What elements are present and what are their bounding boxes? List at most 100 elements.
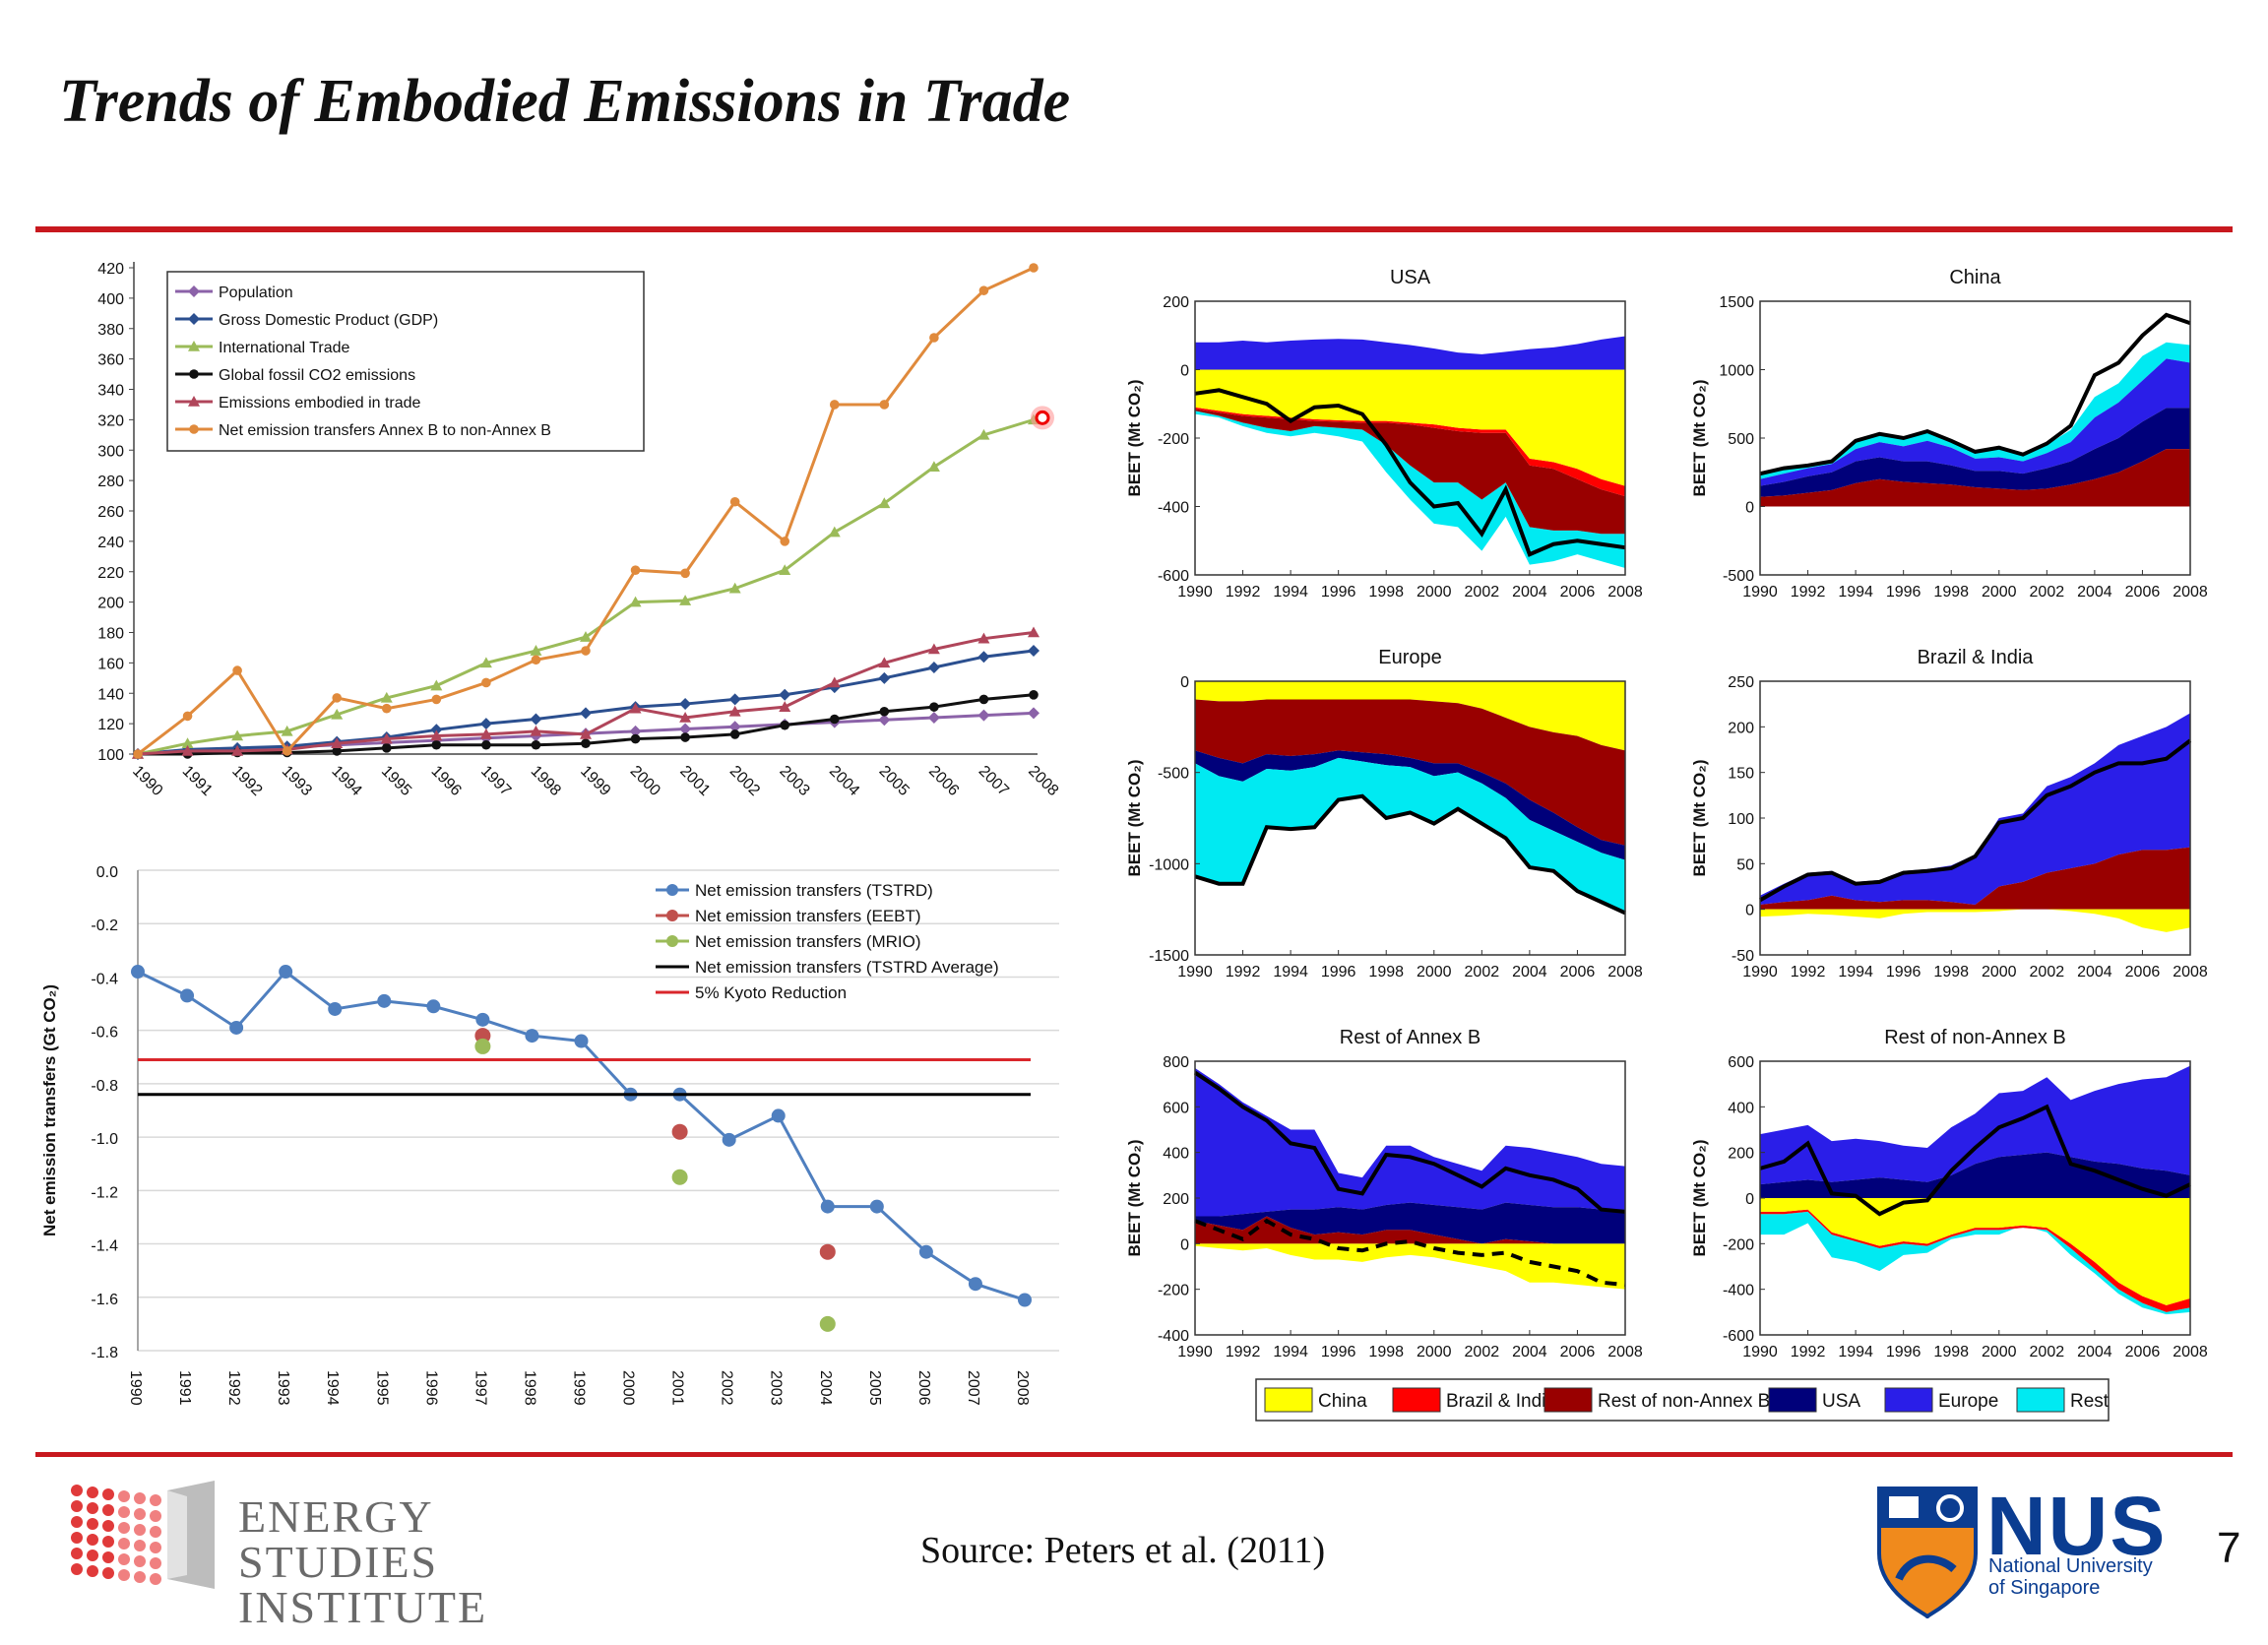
beet-rest-non-annex-b-chart: Rest of non-Annex B -600 -400 -200 0 200 400 60… — [1690, 1027, 2208, 1360]
data-point — [181, 737, 194, 748]
esi-logo-dot — [71, 1485, 83, 1496]
y-tick-label: 200 — [97, 596, 124, 612]
legend-label: Net emission transfers (TSTRD Average) — [695, 958, 999, 977]
y-tick-label: -1.2 — [91, 1184, 118, 1201]
data-point — [479, 718, 492, 730]
x-tick-label: 1990 — [127, 1370, 144, 1406]
x-tick-label: 2006 — [1560, 1344, 1596, 1360]
panel-title: Rest of Annex B — [1340, 1027, 1480, 1048]
y-tick-label: 120 — [97, 717, 124, 733]
x-tick-label: 2005 — [876, 763, 913, 799]
data-point — [630, 733, 641, 744]
area-band — [1195, 369, 1625, 486]
y-tick-label: 380 — [97, 322, 124, 339]
beet-europe-chart: Europe -1500 -1000 -500 0 1990 1992 1994 1996 199… — [1125, 647, 1643, 981]
x-tick-label: 1992 — [1791, 1344, 1826, 1360]
x-tick-label: 2004 — [1512, 964, 1547, 981]
x-tick-label: 2000 — [1417, 1344, 1452, 1360]
y-tick-label: 160 — [97, 656, 124, 672]
nus-crest-icon — [1877, 1487, 1978, 1618]
data-point — [332, 746, 343, 756]
data-point — [282, 746, 292, 756]
x-tick-label: 2008 — [1014, 1370, 1031, 1406]
area-band — [1760, 1065, 2190, 1185]
data-point — [878, 671, 891, 684]
x-tick-label: 1994 — [1838, 964, 1873, 981]
y-tick-label: 200 — [1728, 1146, 1754, 1163]
x-tick-label: 1992 — [1226, 964, 1261, 981]
esi-logo-dot — [150, 1510, 161, 1522]
data-point — [869, 1199, 884, 1214]
x-tick-label: 2000 — [1417, 964, 1452, 981]
index-legend-box — [166, 271, 645, 452]
y-tick-label: -0.4 — [91, 971, 118, 987]
y-tick-label: 320 — [97, 412, 124, 429]
data-point — [1029, 689, 1039, 700]
y-tick-label: 180 — [97, 626, 124, 643]
data-point — [574, 1034, 589, 1048]
y-tick-label: 360 — [97, 352, 124, 369]
data-point — [630, 565, 641, 576]
net-line — [1759, 1104, 2191, 1217]
y-tick-label: -1.4 — [91, 1238, 118, 1255]
esi-logo-dot — [118, 1569, 130, 1581]
esi-logo-dot — [134, 1540, 146, 1551]
source-citation: Source: Peters et al. (2011) — [920, 1530, 1326, 1571]
area-band — [1760, 1198, 2190, 1305]
x-tick-label: 2006 — [2125, 584, 2161, 601]
legend-label: Global fossil CO2 emissions — [219, 367, 415, 384]
x-tick-label: 1996 — [422, 1370, 439, 1406]
y-tick-label: -1.6 — [91, 1292, 118, 1308]
data-point — [977, 632, 990, 644]
data-point — [629, 702, 642, 714]
x-tick-label: 2002 — [1465, 1344, 1500, 1360]
nus-logo-subtitle: National University of Singapore — [1988, 1555, 2153, 1599]
y-tick-label: -1.8 — [91, 1345, 118, 1361]
data-point — [728, 693, 741, 706]
series-line — [137, 969, 1026, 1301]
y-tick-label: -50 — [1732, 948, 1754, 965]
legend-label: Rest of Annex B — [2070, 1391, 2111, 1412]
x-tick-label: 1996 — [1321, 964, 1356, 981]
y-tick-label: 200 — [1163, 294, 1189, 311]
y-tick-label: 100 — [1728, 811, 1754, 828]
panel-title: Europe — [1378, 647, 1442, 668]
data-point — [430, 679, 443, 691]
area-band — [1760, 449, 2190, 507]
bottom-red-rule — [35, 1452, 2233, 1457]
data-point — [581, 646, 591, 656]
beet-legend: China Brazil & India Rest of non-Annex B US… — [1255, 1378, 2111, 1422]
y-axis-title: BEET (Mt CO₂) — [1125, 380, 1144, 497]
data-point — [181, 744, 194, 756]
esi-logo-dot — [71, 1548, 83, 1559]
x-tick-label: 2004 — [1512, 1344, 1547, 1360]
x-tick-label: 2006 — [2125, 1344, 2161, 1360]
net-line — [1193, 1070, 1626, 1214]
data-point — [481, 739, 491, 750]
data-point — [728, 721, 741, 733]
legend-label: Net emission transfers (MRIO) — [695, 932, 921, 951]
x-tick-label: 2008 — [1025, 763, 1061, 799]
y-tick-label: 250 — [1728, 674, 1754, 691]
y-tick-label: -400 — [1158, 500, 1189, 517]
esi-logo-dot — [87, 1502, 98, 1514]
esi-logo-dot — [118, 1522, 130, 1534]
esi-logo-dot — [118, 1553, 130, 1565]
legend-swatch-marker — [666, 935, 678, 947]
beet-china-chart: China -500 0 500 1000 1500 1990 1992 1994 1996 199… — [1690, 267, 2208, 601]
x-tick-label: 2000 — [627, 763, 663, 799]
data-point — [879, 400, 890, 410]
x-tick-label: 1997 — [477, 763, 514, 799]
x-tick-label: 2000 — [1982, 584, 2017, 601]
data-point — [679, 698, 692, 711]
x-tick-label: 2004 — [2077, 1344, 2112, 1360]
x-tick-label: 1998 — [1933, 1344, 1969, 1360]
x-tick-label: 1992 — [228, 763, 265, 799]
x-tick-label: 1996 — [1886, 964, 1922, 981]
data-point — [819, 1243, 836, 1260]
panel-title: Brazil & India — [1918, 647, 2035, 668]
esi-logo-dot — [134, 1492, 146, 1504]
data-point — [820, 1199, 835, 1214]
x-tick-label: 1991 — [176, 1370, 193, 1406]
legend-label: China — [1318, 1391, 1367, 1412]
